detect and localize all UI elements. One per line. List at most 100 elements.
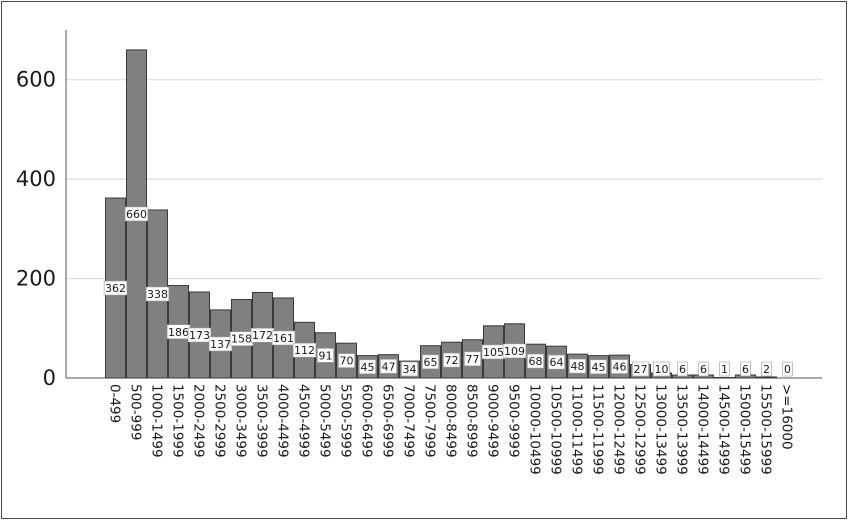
data-label-box-15: [422, 354, 439, 370]
data-label-10: 91: [319, 349, 333, 362]
data-label-box-32: [782, 361, 793, 377]
data-label-box-21: [548, 354, 565, 370]
data-label-14: 34: [403, 363, 417, 376]
data-label-box-28: [698, 361, 709, 377]
x-tick-label-2: 1000-1499: [149, 384, 165, 458]
x-tick-label-19: 9500-9999: [506, 384, 522, 458]
data-label-8: 161: [273, 332, 294, 345]
data-label-17: 77: [466, 353, 480, 366]
data-label-15: 65: [424, 356, 438, 369]
x-tick-label-29: 14500-14999: [716, 384, 732, 475]
data-label-box-17: [464, 351, 481, 367]
data-label-box-13: [380, 359, 397, 374]
data-label-box-23: [590, 359, 607, 375]
data-label-box-9: [292, 342, 317, 358]
data-label-5: 137: [210, 338, 231, 351]
x-tick-label-4: 2000-2499: [191, 384, 207, 458]
data-label-6: 158: [231, 333, 252, 346]
data-label-box-30: [740, 361, 751, 377]
data-label-box-1: [124, 206, 149, 222]
data-label-box-24: [611, 359, 628, 374]
x-tick-label-17: 8500-8999: [464, 384, 480, 458]
data-label-box-0: [103, 280, 128, 296]
data-label-12: 45: [361, 361, 375, 374]
data-label-box-20: [527, 353, 544, 369]
x-tick-label-9: 4500-4999: [296, 384, 312, 458]
data-label-box-11: [338, 353, 355, 368]
data-label-19: 109: [504, 345, 525, 358]
data-label-23: 45: [592, 361, 606, 374]
data-label-20: 68: [529, 355, 543, 368]
data-label-21: 64: [550, 356, 564, 369]
data-label-29: 1: [721, 363, 728, 376]
bar-31: [756, 376, 777, 379]
x-tick-label-13: 6500-6999: [380, 384, 396, 458]
x-tick-label-8: 4000-4499: [275, 384, 291, 458]
x-tick-label-6: 3000-3499: [233, 384, 249, 458]
y-tick-label-0: 0: [43, 366, 56, 390]
x-tick-label-20: 10000-10499: [527, 384, 543, 475]
y-tick-label-200: 200: [16, 267, 56, 291]
data-label-1: 660: [126, 208, 147, 221]
data-label-box-8: [271, 330, 296, 346]
x-tick-label-24: 12000-12499: [611, 384, 627, 475]
data-label-24: 46: [613, 361, 627, 374]
x-tick-label-15: 7500-7999: [422, 384, 438, 458]
data-label-box-22: [569, 358, 586, 374]
data-label-22: 48: [571, 360, 585, 373]
y-tick-label-400: 400: [16, 167, 56, 191]
x-tick-label-16: 8000-8499: [443, 384, 459, 458]
data-label-25: 27: [634, 363, 648, 376]
data-label-18: 105: [483, 346, 504, 359]
x-tick-label-7: 3500-3999: [254, 384, 270, 458]
data-label-13: 47: [382, 360, 396, 373]
x-tick-label-18: 9000-9499: [485, 384, 501, 458]
data-label-7: 172: [252, 329, 273, 342]
x-tick-label-11: 5500-5999: [338, 384, 354, 458]
x-tick-label-21: 10500-10999: [548, 384, 564, 475]
x-tick-label-14: 7000-7499: [401, 384, 417, 458]
data-label-28: 6: [700, 363, 707, 376]
data-label-box-16: [443, 352, 460, 368]
data-label-4: 173: [189, 329, 210, 342]
data-label-2: 338: [147, 288, 168, 301]
x-tick-label-28: 14000-14499: [695, 384, 711, 475]
x-tick-label-22: 11000-11499: [569, 384, 585, 475]
y-tick-label-600: 600: [16, 68, 56, 92]
data-label-box-4: [187, 327, 212, 343]
data-label-box-31: [761, 361, 772, 377]
x-tick-label-5: 2500-2999: [212, 384, 228, 458]
data-label-30: 6: [742, 363, 749, 376]
data-label-box-29: [719, 361, 730, 377]
x-tick-label-31: 15500-15999: [758, 384, 774, 475]
data-label-11: 70: [340, 355, 354, 368]
x-tick-label-25: 12500-12999: [632, 384, 648, 475]
data-label-9: 112: [294, 344, 315, 357]
data-label-0: 362: [105, 282, 126, 295]
data-label-box-26: [653, 361, 670, 377]
x-tick-label-0: 0-499: [107, 384, 123, 423]
data-label-box-25: [632, 361, 649, 377]
data-label-26: 10: [655, 363, 669, 376]
data-label-27: 6: [679, 363, 686, 376]
data-label-16: 72: [445, 354, 459, 367]
x-tick-label-32: >=16000: [779, 384, 795, 450]
x-tick-label-1: 500-999: [128, 384, 144, 440]
data-label-box-27: [677, 361, 688, 377]
data-label-31: 2: [763, 363, 770, 376]
data-label-box-2: [145, 286, 170, 302]
x-tick-label-3: 1500-1999: [170, 384, 186, 458]
x-tick-label-27: 13500-13999: [674, 384, 690, 475]
x-tick-label-12: 6000-6499: [359, 384, 375, 458]
x-tick-label-30: 15000-15499: [737, 384, 753, 475]
x-tick-label-26: 13000-13499: [653, 384, 669, 475]
x-tick-label-10: 5000-5499: [317, 384, 333, 458]
data-label-box-14: [401, 361, 418, 377]
x-tick-label-23: 11500-11999: [590, 384, 606, 475]
data-label-32: 0: [784, 363, 791, 376]
data-label-box-10: [317, 348, 334, 363]
data-label-box-12: [359, 359, 376, 375]
data-label-3: 186: [168, 326, 189, 339]
data-label-box-19: [502, 343, 527, 359]
